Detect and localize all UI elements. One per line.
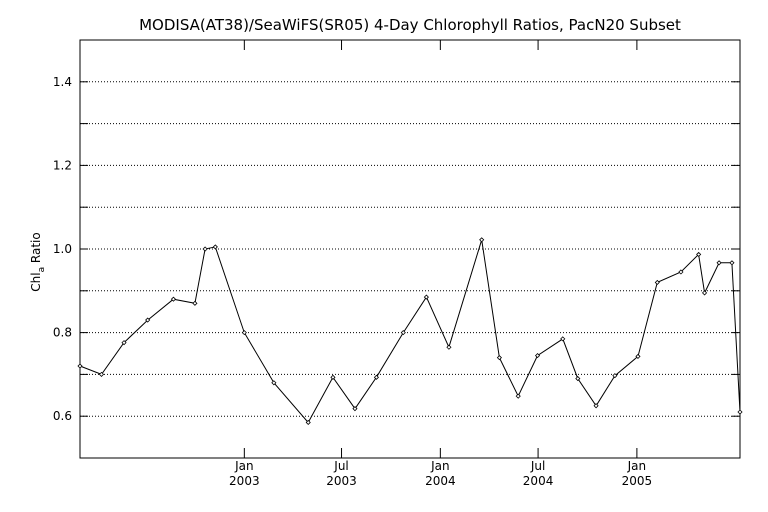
data-point [305,419,311,426]
data-point [121,340,127,346]
x-tick-label-month: Jul [530,459,545,473]
x-tick-label-year: 2003 [229,474,260,488]
data-point [145,317,151,323]
data-point [696,251,702,257]
data-point [654,279,660,286]
data-point [575,376,581,382]
data-point [212,244,218,250]
data-point [534,353,541,359]
grid-lines [80,81,740,417]
data-point [202,246,208,252]
data-point [729,260,735,266]
chart-title: MODISA(AT38)/SeaWiFS(SR05) 4-Day Chlorop… [139,16,681,34]
series-line [79,239,741,424]
data-point [701,290,708,296]
y-axis: 0.6 0.8 1.0 1.2 1.4 [53,75,740,423]
x-tick-label-year: 2003 [326,474,357,488]
data-series [77,237,743,426]
x-tick-label-month: Jan [234,459,254,473]
data-point [271,380,277,386]
data-point [635,353,641,359]
y-tick-label: 0.6 [53,409,72,423]
data-point [170,296,177,302]
data-point [515,393,521,399]
x-tick-label-month: Jan [430,459,450,473]
y-tick-label: 1.4 [53,75,72,89]
data-point [612,373,618,379]
data-point [98,371,105,377]
data-point [400,330,406,336]
x-tick-label-year: 2004 [523,474,554,488]
data-point [737,409,743,415]
data-point [330,374,336,380]
data-point [192,300,198,306]
data-point [77,363,83,369]
y-tick-label: 1.0 [53,242,72,256]
y-tick-label: 1.2 [53,158,72,172]
x-tick-label-year: 2004 [425,474,456,488]
data-point [593,403,599,409]
x-tick-label-month: Jan [627,459,647,473]
x-tick-label-month: Jul [333,459,348,473]
data-point [560,336,566,342]
data-point [373,374,380,380]
data-point [716,260,722,266]
data-point [678,269,684,275]
data-point [423,294,429,300]
y-axis-label: Chla Ratio [29,232,47,291]
data-point [241,330,247,336]
data-point [352,406,358,412]
data-point [496,355,502,361]
y-tick-label: 0.8 [53,326,72,340]
data-point [446,344,452,350]
x-tick-label-year: 2005 [622,474,653,488]
data-point [479,237,485,243]
